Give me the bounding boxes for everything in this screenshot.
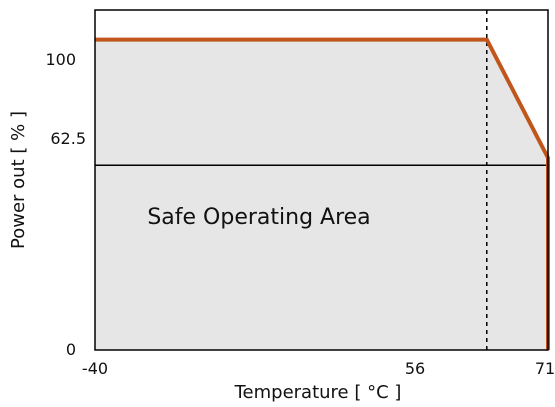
y-tick-label-100: 100	[45, 50, 76, 69]
x-tick-label-71: 71	[535, 359, 555, 378]
y-tick-label-0: 0	[66, 340, 76, 359]
plot-frame	[94, 9, 549, 351]
y-axis-label: Power out [ % ]	[8, 111, 29, 249]
x-tick-label-56: 56	[405, 359, 425, 378]
safe-operating-area-fill	[95, 39, 548, 350]
y-tick-label-62-5: 62.5	[50, 129, 86, 148]
safe-operating-area-label: Safe Operating Area	[147, 205, 370, 230]
x-axis-label: Temperature [ °C ]	[234, 382, 402, 403]
x-tick-label-minus-40: -40	[82, 359, 108, 378]
